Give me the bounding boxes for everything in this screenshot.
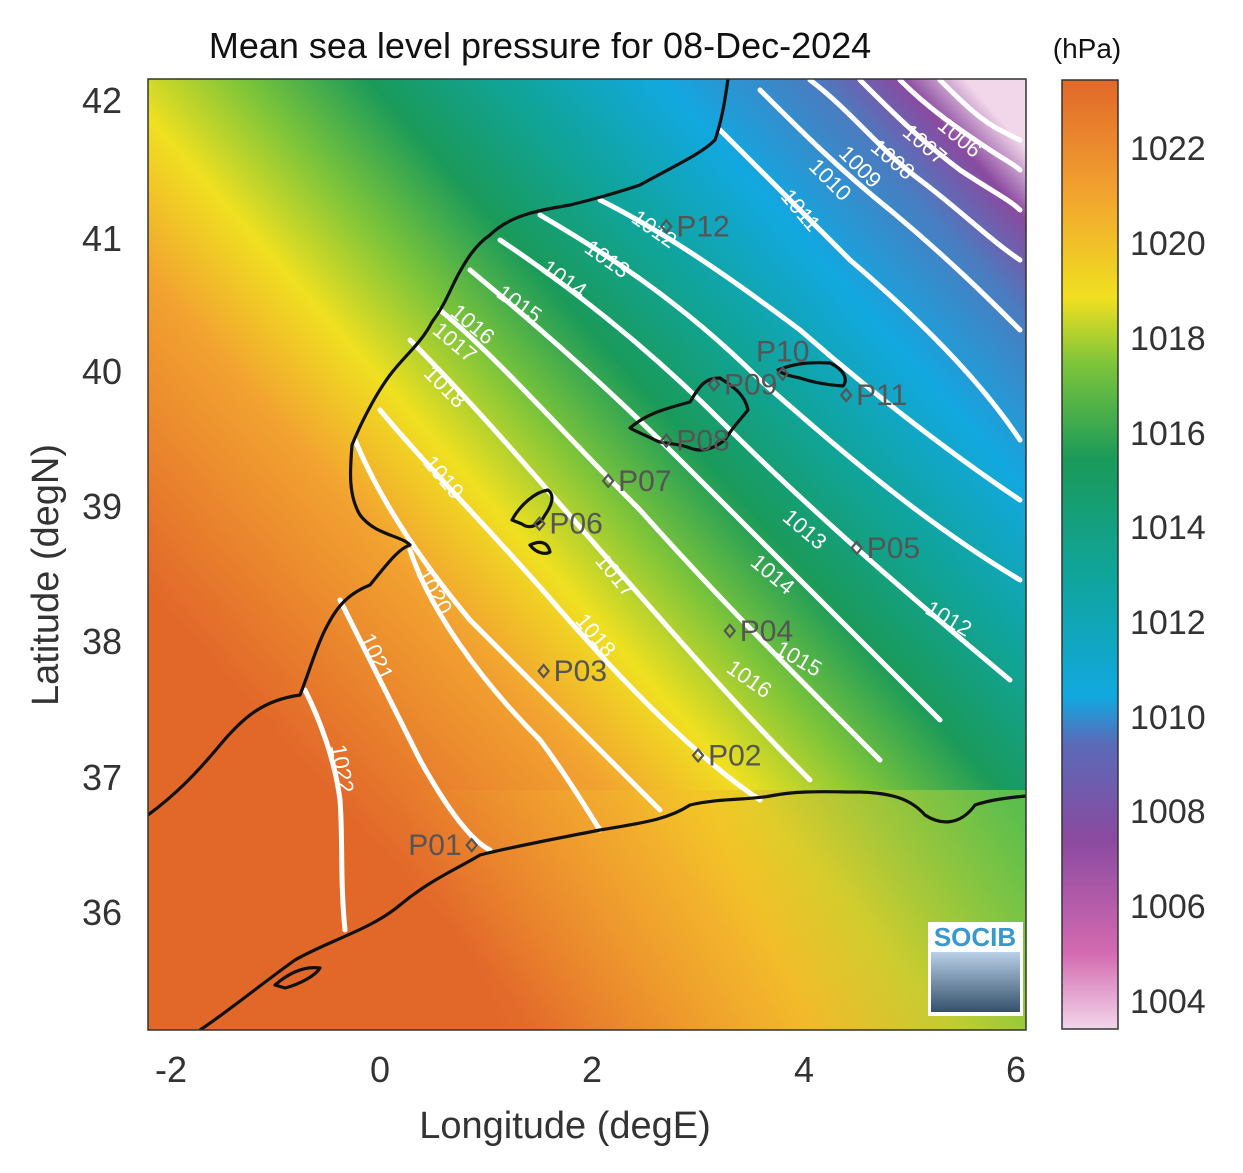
y-tick-label: 39 bbox=[82, 486, 122, 527]
socib-logo: SOCIB bbox=[928, 922, 1023, 1016]
isobar-1019 bbox=[352, 437, 663, 813]
station-label: P09 bbox=[724, 368, 777, 401]
isobar-1009 bbox=[807, 79, 1023, 263]
x-axis-label: Longitude (degE) bbox=[419, 1105, 711, 1147]
station-label: P07 bbox=[618, 465, 671, 498]
y-tick-label: 42 bbox=[82, 80, 122, 121]
colorbar-tick-label: 1010 bbox=[1130, 699, 1206, 737]
isobar-1014 bbox=[497, 237, 1013, 683]
pressure-field-south bbox=[148, 790, 1026, 1030]
isobar-1022 bbox=[302, 687, 348, 933]
station-marker bbox=[601, 473, 615, 489]
isobar-1016 bbox=[437, 307, 883, 763]
station-marker bbox=[776, 365, 790, 382]
x-tick-label: -2 bbox=[155, 1049, 187, 1090]
isobar-1007 bbox=[897, 79, 1023, 173]
isobar-1020 bbox=[407, 547, 603, 833]
colorbar: (hPa) 1022 1020 1018 1016 1014 1012 1010… bbox=[1053, 33, 1206, 1030]
x-tick-label: 6 bbox=[1006, 1049, 1026, 1090]
isobar-1015 bbox=[467, 267, 943, 723]
station-label: P04 bbox=[740, 615, 793, 648]
ibiza-coastline bbox=[510, 488, 554, 529]
colorbar-gradient bbox=[1061, 79, 1119, 1030]
station-marker bbox=[839, 387, 853, 403]
colorbar-tick-label: 1022 bbox=[1130, 130, 1206, 168]
colorbar-tick-label: 1004 bbox=[1130, 983, 1206, 1021]
x-tick-label: 4 bbox=[794, 1049, 814, 1090]
station-label: P03 bbox=[554, 655, 607, 688]
plot-area: 1022 1021 1020 1019 1018 1018 1017 1017 … bbox=[148, 79, 1026, 1030]
x-tick-label: 2 bbox=[582, 1049, 602, 1090]
y-tick-label: 37 bbox=[82, 757, 122, 798]
isobar-1010 bbox=[757, 87, 1023, 333]
y-axis-label: Latitude (degN) bbox=[25, 444, 67, 706]
colorbar-tick-label: 1018 bbox=[1130, 320, 1206, 358]
isobar-1013 bbox=[537, 212, 1023, 583]
mallorca-coastline bbox=[628, 376, 750, 452]
isobar-1017 bbox=[407, 337, 813, 783]
iberian-coastline bbox=[148, 79, 730, 817]
formentera-coastline bbox=[528, 540, 552, 555]
colorbar-tick-label: 1006 bbox=[1130, 888, 1206, 926]
y-tick-label: 38 bbox=[82, 621, 122, 662]
x-tick-label: 0 bbox=[370, 1049, 390, 1090]
y-axis: 42 41 40 39 38 37 36 Latitude (degN) bbox=[25, 80, 122, 933]
y-tick-label: 36 bbox=[82, 892, 122, 933]
station-marker bbox=[659, 218, 673, 235]
station-label: P12 bbox=[676, 210, 729, 243]
socib-logo-text: SOCIB bbox=[934, 922, 1016, 952]
isobar-1021 bbox=[337, 597, 493, 853]
station-label: P05 bbox=[867, 532, 920, 565]
station-label: P08 bbox=[676, 425, 729, 458]
north-african-coastline bbox=[199, 790, 1026, 1030]
station-label: P11 bbox=[856, 379, 907, 412]
station-marker bbox=[537, 663, 551, 679]
station-marker bbox=[707, 376, 721, 393]
colorbar-unit: (hPa) bbox=[1053, 33, 1121, 64]
alboran-island-coastline bbox=[273, 966, 322, 990]
station-marker bbox=[691, 747, 705, 764]
isobar-1011 bbox=[717, 127, 1023, 443]
colorbar-tick-label: 1012 bbox=[1130, 604, 1206, 642]
menorca-coastline bbox=[776, 361, 847, 388]
station-marker bbox=[465, 837, 479, 853]
plot-frame bbox=[147, 78, 1027, 1031]
isobar-1012 bbox=[597, 197, 1023, 503]
isobars bbox=[302, 79, 1023, 933]
x-axis: -2 0 2 4 6 Longitude (degE) bbox=[155, 1049, 1026, 1147]
station-marker bbox=[723, 623, 737, 639]
coastlines bbox=[148, 79, 1026, 1030]
colorbar-tick-label: 1008 bbox=[1130, 793, 1206, 831]
station-marker bbox=[532, 515, 546, 532]
colorbar-tick-label: 1020 bbox=[1130, 225, 1206, 263]
y-tick-label: 40 bbox=[82, 351, 122, 392]
station-marker bbox=[850, 540, 864, 556]
isobar-1008 bbox=[857, 79, 1023, 213]
colorbar-tick-label: 1016 bbox=[1130, 415, 1206, 453]
station-label: P02 bbox=[708, 739, 761, 772]
y-tick-label: 41 bbox=[82, 218, 122, 259]
station-label: P10 bbox=[756, 336, 809, 369]
station-label: P06 bbox=[549, 508, 602, 541]
station-label: P01 bbox=[408, 829, 461, 862]
isobar-1006 bbox=[937, 79, 1023, 143]
station-marker bbox=[659, 432, 673, 449]
map-title: Mean sea level pressure for 08-Dec-2024 bbox=[209, 25, 871, 66]
colorbar-tick-label: 1014 bbox=[1130, 509, 1206, 547]
